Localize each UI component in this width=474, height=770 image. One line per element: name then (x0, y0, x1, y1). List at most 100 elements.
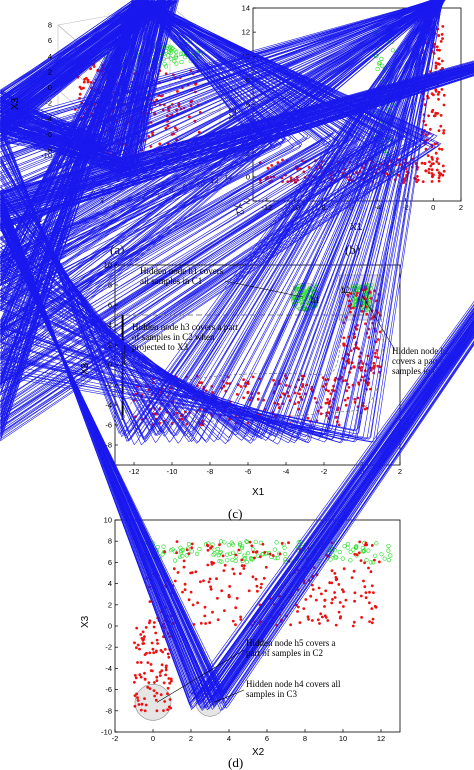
panel-d-point-green (238, 541, 243, 546)
panel-c-point-blue (0, 0, 435, 435)
panel-d-point-red (152, 681, 156, 684)
panel-c-ytick: 4 (108, 321, 112, 330)
panel-d-point-red (149, 663, 153, 666)
panel-d-point-green (212, 547, 217, 552)
panel-c-point-red (364, 322, 367, 326)
panel-c-ytick: -2 (105, 381, 112, 390)
panel-d-point-red (253, 556, 256, 560)
panel-d-point-red (364, 541, 368, 545)
panel-b-point-red (427, 114, 430, 118)
panel-c-point-blue (0, 0, 442, 442)
panel-a-point-red (78, 92, 82, 96)
panel-d-point-red (223, 609, 226, 612)
panel-d-point-red (164, 673, 168, 677)
panel-d-point-green (273, 556, 278, 561)
panel-c-point-blue (0, 0, 442, 442)
panel-b-point-red (438, 48, 441, 52)
panel-d-point-red (223, 563, 227, 567)
panel-d-point-blue (0, 65, 474, 697)
panel-d-point-green (195, 551, 200, 557)
panel-c-point-red (239, 385, 243, 388)
panel-d-point-red (190, 546, 194, 550)
panel-d-point-red (333, 572, 337, 575)
panel-c-point-blue (0, 0, 442, 442)
panel-d-point-red (357, 551, 361, 555)
panel-d-point-red (208, 577, 212, 581)
panel-d-point-red (317, 586, 321, 590)
panel-b-point-red (423, 162, 427, 165)
panel-d-point-green (170, 547, 175, 552)
panel-d-xtick: 6 (265, 734, 269, 743)
panel-d-point-blue (0, 74, 474, 707)
panel-b-point-red (430, 162, 434, 166)
panel-d-point-green (226, 543, 231, 548)
panel-d-point-green (189, 549, 194, 554)
panel-c-point-red (313, 396, 317, 400)
panel-c-point-blue (0, 0, 442, 442)
panel-c-point-red (301, 385, 304, 389)
panel-b-point-red (442, 129, 446, 132)
panel-d-point-red (334, 623, 338, 627)
panel-c-point-blue (0, 0, 443, 442)
panel-d-point-red (144, 703, 148, 707)
panel-d-point-red (191, 603, 195, 607)
panel-c-point-blue (0, 0, 438, 438)
panel-c-point-blue (0, 0, 444, 444)
panel-d-point-red (222, 569, 226, 572)
panel-d-point-blue (0, 74, 474, 711)
panel-b-point-green (374, 53, 379, 58)
panel-d-point-green (250, 557, 255, 562)
panel-c-point-red (356, 291, 359, 295)
panel-c-point-red (293, 391, 297, 395)
panel-d-point-green (211, 552, 216, 557)
panel-c-point-red (344, 379, 347, 382)
panel-a-xtick: -10 (41, 151, 52, 160)
panel-c-point-blue (0, 0, 439, 439)
panel-d-point-red (206, 543, 209, 547)
panel-d-point-green (296, 540, 301, 545)
panel-d-point-red (342, 590, 345, 594)
panel-d-point-red (341, 588, 344, 591)
panel-d-point-red (316, 618, 320, 622)
panel-d-point-red (256, 589, 259, 593)
panel-c-point-blue (0, 0, 439, 439)
panel-b-point-red (442, 169, 446, 173)
panel-d-point-blue (0, 63, 474, 699)
panel-d-point-green (386, 543, 391, 549)
panel-b-point-red (437, 62, 441, 66)
panel-b-point-red (426, 154, 430, 158)
panel-d-point-red (162, 709, 165, 712)
panel-d-point-red (360, 616, 363, 619)
panel-d-point-red (154, 631, 158, 635)
panel-d-point-red (298, 621, 302, 624)
panel-d-point-green (348, 549, 353, 555)
panel-a-point-red (164, 126, 168, 130)
panel-d-point-blue (0, 69, 474, 711)
panel-d-point-green (364, 557, 369, 563)
panel-c-point-blue (0, 0, 435, 435)
panel-d-xlabel: X2 (252, 747, 265, 758)
panel-d-ytick: -10 (101, 728, 112, 737)
panel-a-point-green (166, 49, 172, 55)
panel-c-point-blue (0, 0, 438, 438)
panel-d-point-red (150, 641, 154, 645)
panel-c-point-red (343, 398, 347, 402)
panel-d-point-green (333, 555, 338, 560)
panel-d-point-red (221, 554, 225, 558)
panel-d-point-red (231, 567, 235, 571)
panel-d-point-red (209, 546, 213, 550)
panel-c-point-red (284, 384, 288, 387)
panel-c-point-red (342, 336, 346, 340)
panel-d-point-red (364, 591, 368, 594)
panel-d-point-green (340, 556, 345, 561)
panel-a-point-green (174, 61, 179, 66)
panel-d-point-red (146, 661, 150, 664)
panel-d-point-green (282, 545, 287, 550)
panel-c-point-green (352, 299, 358, 305)
panel-d-point-green (222, 540, 227, 545)
panel-d-point-green (386, 557, 392, 563)
panel-c-xtick: -6 (245, 467, 252, 476)
panel-d-point-red (187, 598, 191, 602)
panel-d-point-green (217, 559, 222, 564)
panel-a-ztick: 4 (48, 52, 52, 61)
